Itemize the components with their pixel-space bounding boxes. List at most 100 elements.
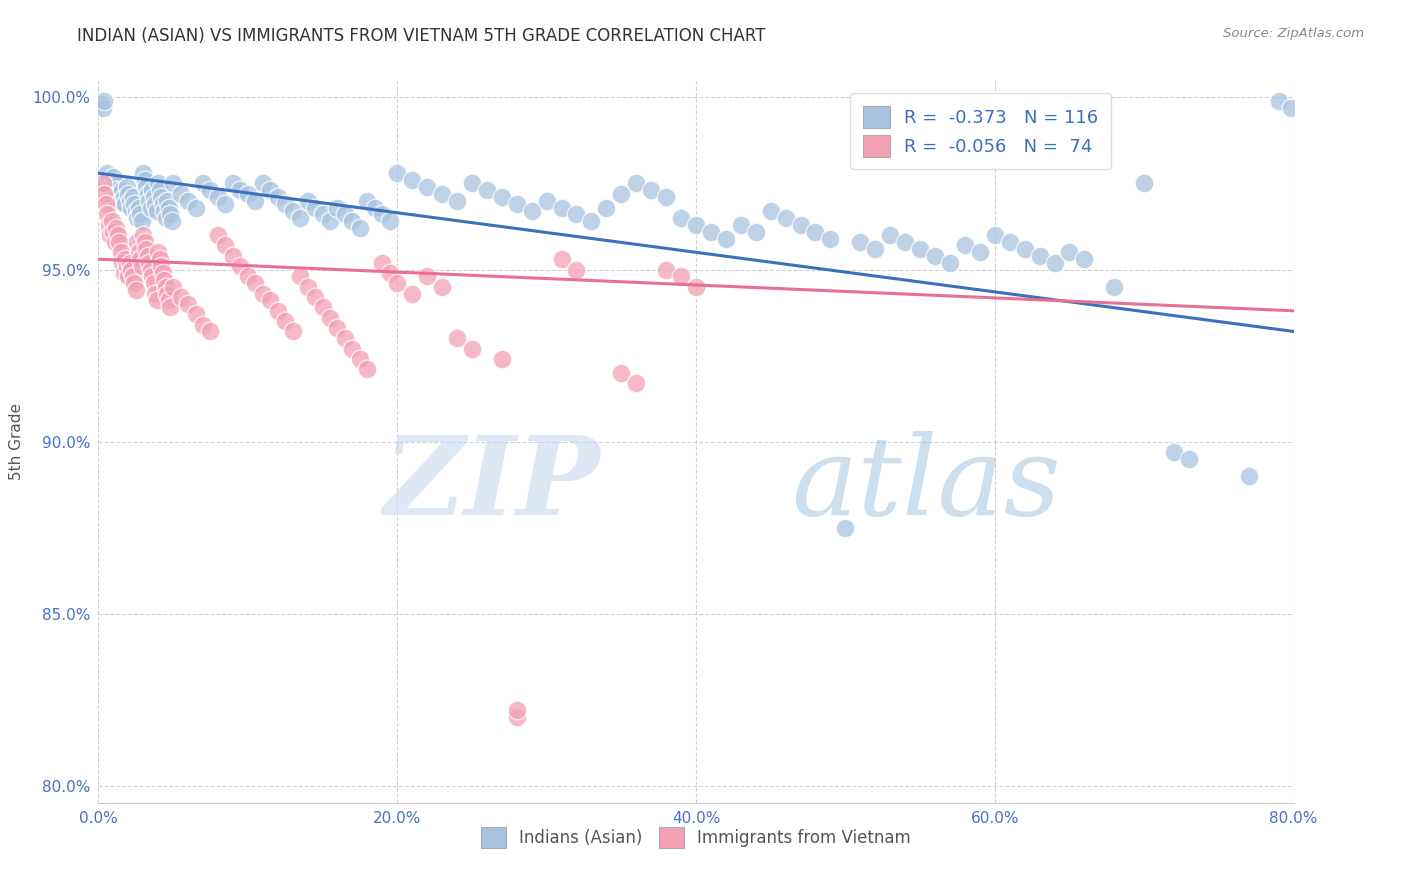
Point [96, 207, 118, 221]
Point [112, 190, 135, 204]
Point [111, 183, 134, 197]
Point [134, 235, 156, 249]
Point [1043, 255, 1066, 269]
Point [136, 186, 159, 201]
Point [865, 242, 887, 256]
Point [94, 177, 117, 191]
Point [626, 177, 648, 191]
Point [274, 314, 297, 328]
Point [416, 269, 439, 284]
Point [207, 228, 229, 243]
Legend: Indians (Asian), Immigrants from Vietnam: Indians (Asian), Immigrants from Vietnam [472, 819, 920, 856]
Point [143, 197, 166, 211]
Point [104, 235, 127, 249]
Point [789, 218, 811, 232]
Point [105, 183, 128, 197]
Point [759, 204, 782, 219]
Point [1178, 451, 1201, 466]
Point [114, 252, 136, 267]
Point [125, 204, 148, 219]
Point [775, 211, 797, 225]
Point [319, 310, 342, 325]
Point [200, 183, 222, 197]
Point [536, 194, 558, 208]
Point [1073, 252, 1095, 267]
Point [169, 186, 191, 201]
Point [108, 186, 131, 201]
Point [156, 286, 179, 301]
Point [267, 190, 290, 204]
Point [984, 228, 1007, 243]
Point [96, 166, 118, 180]
Point [177, 297, 200, 311]
Point [326, 321, 349, 335]
Point [745, 225, 768, 239]
Point [364, 201, 387, 215]
Point [550, 201, 572, 215]
Point [97, 173, 120, 187]
Point [139, 262, 162, 277]
Point [274, 197, 297, 211]
Point [111, 255, 134, 269]
Point [506, 197, 529, 211]
Point [349, 351, 371, 366]
Point [356, 362, 378, 376]
Point [259, 183, 281, 197]
Point [491, 351, 513, 366]
Point [834, 520, 856, 534]
Point [304, 290, 326, 304]
Point [153, 204, 176, 219]
Point [342, 342, 364, 356]
Point [149, 183, 172, 197]
Point [333, 207, 356, 221]
Point [342, 214, 364, 228]
Point [311, 301, 333, 315]
Point [155, 211, 177, 225]
Point [105, 221, 128, 235]
Point [91, 177, 114, 191]
Point [120, 262, 142, 277]
Point [125, 283, 148, 297]
Point [565, 207, 588, 221]
Y-axis label: 5th Grade: 5th Grade [8, 403, 24, 480]
Point [124, 277, 146, 291]
Point [141, 183, 163, 197]
Point [356, 194, 378, 208]
Point [804, 225, 827, 239]
Point [139, 201, 162, 215]
Point [894, 235, 917, 249]
Point [908, 242, 931, 256]
Point [214, 238, 236, 252]
Point [401, 286, 423, 301]
Point [581, 214, 603, 228]
Point [430, 186, 453, 201]
Point [115, 259, 138, 273]
Point [1014, 242, 1036, 256]
Point [200, 325, 222, 339]
Point [326, 201, 349, 215]
Point [108, 235, 131, 249]
Point [138, 255, 160, 269]
Point [117, 269, 139, 284]
Point [610, 186, 633, 201]
Point [969, 245, 991, 260]
Point [610, 366, 633, 380]
Point [93, 186, 115, 201]
Point [118, 255, 141, 269]
Point [135, 180, 157, 194]
Point [94, 197, 117, 211]
Point [939, 255, 962, 269]
Point [879, 228, 901, 243]
Point [131, 214, 153, 228]
Point [117, 186, 139, 201]
Point [149, 252, 172, 267]
Point [124, 197, 146, 211]
Point [127, 211, 149, 225]
Point [281, 204, 304, 219]
Point [184, 201, 207, 215]
Point [461, 342, 484, 356]
Point [110, 194, 132, 208]
Point [107, 194, 129, 208]
Point [446, 331, 468, 345]
Point [491, 190, 513, 204]
